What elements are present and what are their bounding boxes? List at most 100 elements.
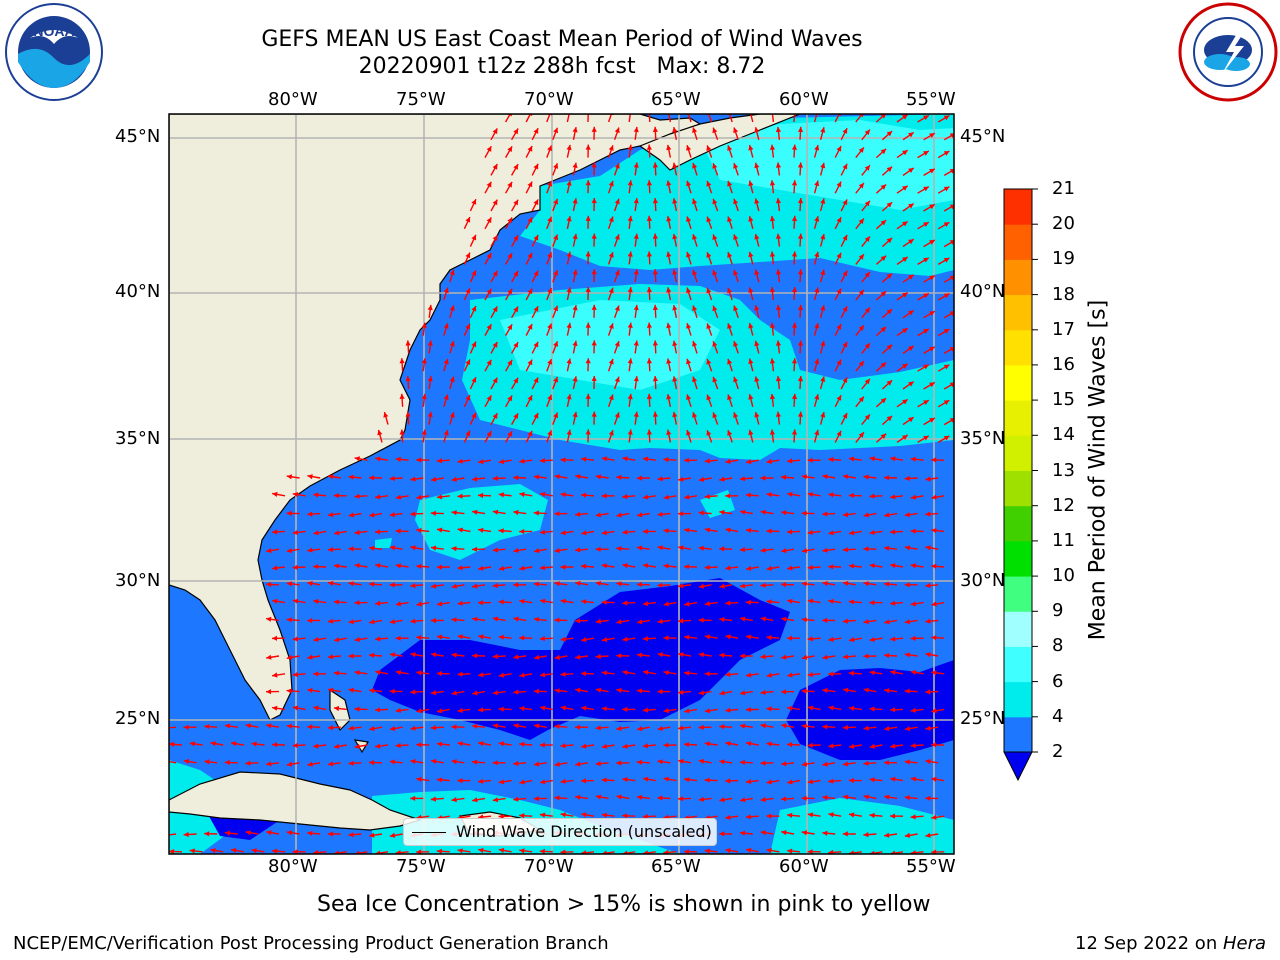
- wind-wave-vector-head: [719, 690, 725, 696]
- wind-wave-vector-head: [712, 270, 718, 276]
- wind-wave-vector-head: [307, 474, 313, 480]
- colorbar-tick-label: 12: [1052, 494, 1075, 516]
- wind-wave-vector-head: [553, 127, 559, 134]
- wind-wave-vector-head: [443, 358, 449, 365]
- wind-wave-vector-head: [739, 476, 746, 482]
- wind-wave-vector-head: [746, 741, 752, 747]
- wind-wave-vector-head: [725, 458, 731, 464]
- wind-wave-vector-head: [513, 164, 519, 170]
- wind-wave-vector-head: [224, 830, 231, 836]
- wind-wave-vector-head: [684, 527, 690, 533]
- wind-wave-vector-head: [657, 545, 663, 551]
- lat-label-left: 45°N: [115, 126, 161, 147]
- wind-wave-vector-head: [842, 761, 849, 767]
- wind-wave-vector-head: [622, 670, 628, 676]
- lat-label-left: 40°N: [115, 281, 161, 302]
- wind-wave-vector-head: [566, 322, 572, 329]
- vector-legend: Wind Wave Direction (unscaled): [403, 818, 717, 846]
- wind-wave-vector-head: [478, 565, 484, 571]
- wind-wave-vector-head: [354, 670, 360, 676]
- wind-wave-vector-head: [642, 601, 649, 607]
- wind-wave-vector-head: [348, 687, 354, 693]
- wind-wave-vector-head: [286, 761, 293, 767]
- wind-wave-vector-head: [581, 637, 587, 643]
- wind-wave-vector-head: [292, 564, 298, 570]
- wind-wave-vector-head: [814, 251, 820, 258]
- wind-wave-vector-head: [436, 741, 443, 747]
- wind-wave-vector-head: [820, 234, 826, 240]
- wind-wave-vector-head: [614, 234, 620, 240]
- wind-wave-vector-head: [704, 527, 711, 533]
- wind-wave-vector-head: [436, 777, 442, 783]
- wind-wave-vector-head: [527, 395, 533, 401]
- wind-wave-vector-head: [791, 393, 798, 399]
- wind-wave-vector-head: [539, 565, 546, 571]
- colorbar-bin: [1004, 364, 1032, 401]
- wind-wave-vector-head: [527, 359, 533, 366]
- wind-wave-vector-head: [820, 198, 826, 204]
- lon-label-bottom: 65°W: [651, 856, 701, 877]
- wind-wave-vector-head: [902, 292, 908, 298]
- wind-wave-vector-head: [486, 324, 492, 330]
- wind-wave-vector-head: [614, 341, 620, 347]
- wind-wave-vector-head: [533, 377, 539, 384]
- wind-wave-vector: [855, 114, 864, 123]
- wind-wave-vector-head: [354, 529, 360, 535]
- wind-wave-vector-head: [507, 253, 513, 259]
- wind-wave-vector-head: [931, 708, 937, 714]
- wind-wave-vector-head: [478, 459, 484, 465]
- wind-wave-vector-head: [760, 830, 766, 836]
- wind-wave-vector-head: [410, 583, 416, 589]
- wind-wave-vector-head: [672, 376, 678, 382]
- wind-wave-vector-head: [880, 326, 887, 333]
- wind-wave-vector-head: [204, 831, 210, 837]
- wind-wave-vector-head: [492, 690, 498, 696]
- wind-wave-vector-head: [666, 180, 672, 186]
- wind-wave-vector-head: [427, 411, 433, 417]
- wind-wave-vector-head: [595, 687, 602, 693]
- wind-wave-vector-head: [547, 323, 553, 330]
- wind-wave-vector-head: [698, 652, 705, 658]
- wind-wave-vector-head: [375, 636, 381, 642]
- wind-wave-vector-head: [706, 145, 712, 151]
- wind-wave-vector-head: [591, 340, 597, 346]
- wind-wave-vector-head: [527, 146, 533, 152]
- footer-left: NCEP/EMC/Verification Post Processing Pr…: [13, 933, 609, 954]
- wind-wave-vector-head: [327, 831, 333, 837]
- lat-label-left: 30°N: [115, 570, 161, 591]
- map-title-line1: GEFS MEAN US East Coast Mean Period of W…: [261, 27, 863, 52]
- wind-wave-vector-head: [801, 761, 808, 767]
- wind-wave-vector-head: [910, 456, 916, 462]
- wind-wave-vector-head: [766, 779, 772, 785]
- wind-wave-vector-head: [266, 654, 272, 660]
- wind-wave-vector-head: [863, 725, 869, 731]
- wind-wave-vector-head: [633, 198, 639, 204]
- wind-wave-vector-head: [457, 778, 463, 784]
- wind-wave-vector-head: [801, 654, 808, 660]
- wind-wave-vector-head: [627, 144, 633, 150]
- wind-wave-vector-head: [849, 530, 855, 536]
- wind-wave-vector-head: [666, 322, 672, 329]
- wind-wave-vector-head: [843, 580, 849, 586]
- wind-wave-vector-head: [272, 565, 278, 571]
- wind-wave-vector-head: [572, 411, 578, 418]
- wind-wave-vector-head: [902, 221, 908, 227]
- wind-wave-vector-head: [395, 563, 401, 569]
- wind-wave-vector-head: [725, 848, 731, 854]
- wind-wave-vector-head: [457, 527, 463, 533]
- wind-wave-vector-head: [527, 217, 533, 223]
- wind-wave-vector-head: [775, 126, 782, 133]
- wind-wave-vector-head: [698, 758, 705, 764]
- wind-wave-vector-head: [527, 430, 533, 437]
- wind-wave-vector-head: [706, 430, 712, 436]
- wind-wave-vector-head: [943, 115, 950, 121]
- wind-wave-vector-head: [652, 233, 658, 239]
- wind-wave-vector-head: [869, 812, 875, 819]
- wind-wave-vector-head: [486, 288, 492, 295]
- wind-wave-vector-head: [286, 581, 292, 587]
- wind-wave-vector-head: [652, 376, 658, 382]
- wind-wave-vector-head: [498, 847, 505, 853]
- wind-wave-vector-head: [904, 512, 910, 518]
- wind-wave-vector-head: [348, 760, 354, 766]
- wind-wave-vector-head: [807, 457, 813, 463]
